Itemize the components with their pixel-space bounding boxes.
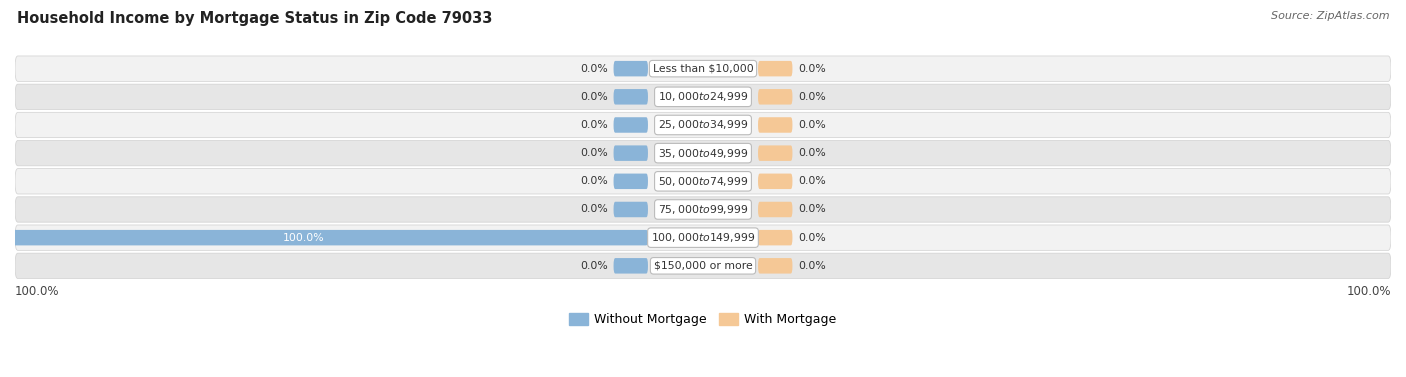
Text: 0.0%: 0.0% xyxy=(581,148,607,158)
FancyBboxPatch shape xyxy=(758,202,793,217)
FancyBboxPatch shape xyxy=(613,258,648,274)
FancyBboxPatch shape xyxy=(15,197,1391,222)
FancyBboxPatch shape xyxy=(15,84,1391,109)
FancyBboxPatch shape xyxy=(613,117,648,133)
Legend: Without Mortgage, With Mortgage: Without Mortgage, With Mortgage xyxy=(564,308,842,331)
Text: 0.0%: 0.0% xyxy=(581,261,607,271)
FancyBboxPatch shape xyxy=(758,117,793,133)
Text: Less than $10,000: Less than $10,000 xyxy=(652,64,754,74)
Text: 100.0%: 100.0% xyxy=(1347,285,1391,298)
Text: $50,000 to $74,999: $50,000 to $74,999 xyxy=(658,175,748,188)
FancyBboxPatch shape xyxy=(15,169,1391,194)
FancyBboxPatch shape xyxy=(15,141,1391,166)
Text: $150,000 or more: $150,000 or more xyxy=(654,261,752,271)
Text: 0.0%: 0.0% xyxy=(799,64,825,74)
FancyBboxPatch shape xyxy=(15,112,1391,138)
Text: 0.0%: 0.0% xyxy=(799,92,825,102)
Text: 0.0%: 0.0% xyxy=(799,120,825,130)
Text: $75,000 to $99,999: $75,000 to $99,999 xyxy=(658,203,748,216)
FancyBboxPatch shape xyxy=(613,146,648,161)
FancyBboxPatch shape xyxy=(613,61,648,77)
Text: Source: ZipAtlas.com: Source: ZipAtlas.com xyxy=(1271,11,1389,21)
Text: 0.0%: 0.0% xyxy=(581,176,607,186)
FancyBboxPatch shape xyxy=(15,225,1391,250)
Text: 0.0%: 0.0% xyxy=(799,148,825,158)
Text: $25,000 to $34,999: $25,000 to $34,999 xyxy=(658,118,748,132)
Text: 0.0%: 0.0% xyxy=(581,64,607,74)
Text: 100.0%: 100.0% xyxy=(283,233,325,243)
Text: 0.0%: 0.0% xyxy=(581,204,607,215)
Text: $10,000 to $24,999: $10,000 to $24,999 xyxy=(658,90,748,103)
FancyBboxPatch shape xyxy=(613,89,648,104)
Text: 0.0%: 0.0% xyxy=(799,233,825,243)
Text: Household Income by Mortgage Status in Zip Code 79033: Household Income by Mortgage Status in Z… xyxy=(17,11,492,26)
FancyBboxPatch shape xyxy=(758,89,793,104)
FancyBboxPatch shape xyxy=(758,173,793,189)
Text: 0.0%: 0.0% xyxy=(581,92,607,102)
Text: $100,000 to $149,999: $100,000 to $149,999 xyxy=(651,231,755,244)
FancyBboxPatch shape xyxy=(15,253,1391,279)
Text: $35,000 to $49,999: $35,000 to $49,999 xyxy=(658,147,748,159)
FancyBboxPatch shape xyxy=(613,202,648,217)
FancyBboxPatch shape xyxy=(758,146,793,161)
Text: 0.0%: 0.0% xyxy=(581,120,607,130)
FancyBboxPatch shape xyxy=(758,61,793,77)
FancyBboxPatch shape xyxy=(0,230,648,245)
Text: 0.0%: 0.0% xyxy=(799,261,825,271)
FancyBboxPatch shape xyxy=(613,173,648,189)
Text: 0.0%: 0.0% xyxy=(799,176,825,186)
FancyBboxPatch shape xyxy=(758,258,793,274)
FancyBboxPatch shape xyxy=(758,230,793,245)
Text: 0.0%: 0.0% xyxy=(799,204,825,215)
Text: 100.0%: 100.0% xyxy=(15,285,59,298)
FancyBboxPatch shape xyxy=(15,56,1391,81)
